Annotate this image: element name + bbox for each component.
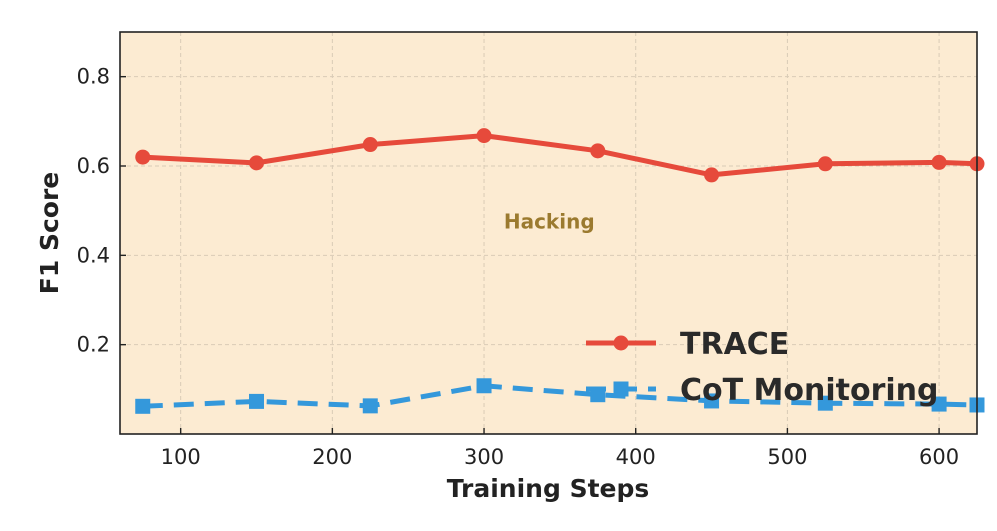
data-point (476, 378, 492, 394)
legend-item: CoT Monitoring (586, 373, 939, 408)
grid (120, 32, 977, 434)
legend-label: CoT Monitoring (680, 373, 939, 408)
x-tick-label: 100 (161, 445, 201, 469)
data-point (249, 393, 265, 409)
y-tick-label: 0.8 (77, 65, 110, 89)
series-trace (135, 128, 985, 183)
plot-frame (119, 31, 978, 435)
data-point (362, 398, 378, 414)
y-tick-label: 0.6 (77, 154, 110, 178)
hacking-annotation: Hacking (504, 210, 595, 234)
data-point (362, 137, 378, 153)
data-point (590, 143, 606, 159)
series-line (142, 383, 978, 409)
plot-area (120, 32, 977, 434)
data-point (249, 155, 265, 171)
x-tick-label: 500 (767, 445, 807, 469)
data-point (931, 154, 947, 170)
y-tick-label: 0.2 (77, 333, 110, 357)
legend-item: TRACE (586, 327, 789, 362)
x-tick-label: 200 (312, 445, 352, 469)
data-point (704, 393, 720, 409)
ticks: 100 200 300 400 500 600 0.2 0.4 0.6 0.8 (77, 65, 960, 469)
legend-label: TRACE (680, 327, 789, 362)
legend: TRACE CoT Monitoring (586, 327, 939, 408)
data-point (704, 167, 720, 183)
legend-marker (613, 381, 629, 397)
y-tick-label: 0.4 (77, 243, 110, 267)
data-point (135, 149, 151, 165)
x-tick-label: 300 (464, 445, 504, 469)
y-axis-title: F1 Score (35, 172, 64, 294)
x-axis-title: Training Steps (447, 474, 650, 503)
legend-marker (613, 335, 629, 351)
data-point (476, 128, 492, 144)
x-tick-label: 400 (616, 445, 656, 469)
data-point (135, 398, 151, 414)
data-point (817, 395, 833, 411)
data-point (931, 396, 947, 412)
data-point (817, 156, 833, 172)
x-tick-label: 600 (919, 445, 959, 469)
